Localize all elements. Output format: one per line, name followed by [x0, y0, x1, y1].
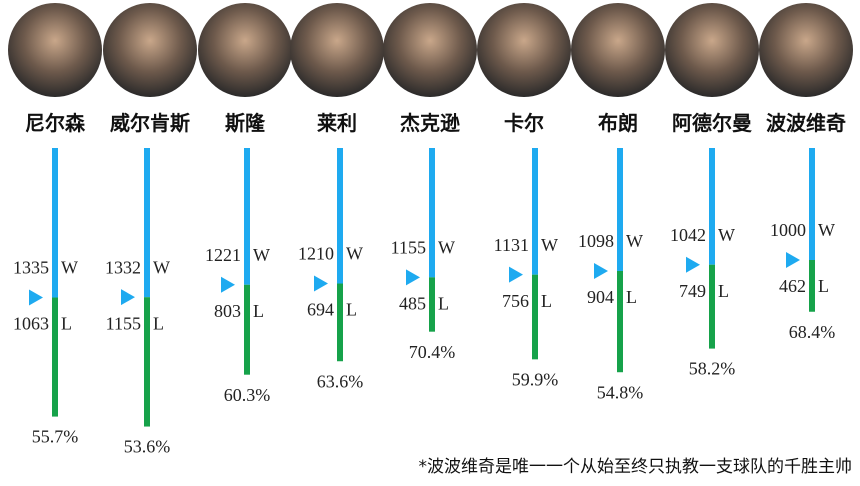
win-value: 1042	[670, 225, 706, 245]
win-value: 1210	[298, 244, 334, 264]
pivot-marker	[406, 269, 420, 285]
coach-name: 威尔肯斯	[110, 111, 190, 135]
loss-letter: L	[61, 314, 72, 334]
win-letter: W	[626, 231, 643, 251]
loss-value: 694	[307, 300, 334, 320]
pivot-marker	[594, 263, 608, 279]
win-letter: W	[541, 235, 558, 255]
win-rate: 63.6%	[317, 371, 364, 391]
win-letter: W	[346, 244, 363, 264]
coach-photo	[8, 3, 102, 97]
win-value: 1221	[205, 245, 241, 265]
loss-value: 485	[399, 293, 426, 313]
win-letter: W	[438, 237, 455, 257]
pivot-marker	[509, 267, 523, 283]
loss-value: 904	[587, 287, 614, 307]
coach-photo	[103, 3, 197, 97]
loss-value: 756	[502, 291, 529, 311]
chart: *波波维奇是唯一一个从始至终只执教一支球队的千胜主帅 尼尔森 1335 W 1063 L…	[0, 0, 860, 486]
coach-name: 阿德尔曼	[672, 111, 752, 135]
coach-name: 莱利	[317, 111, 357, 135]
loss-letter: L	[718, 281, 729, 301]
coach-photo	[477, 3, 571, 97]
win-letter: W	[818, 220, 835, 240]
win-value: 1332	[105, 257, 141, 277]
loss-value: 803	[214, 301, 241, 321]
footnote: *波波维奇是唯一一个从始至终只执教一支球队的千胜主帅	[419, 457, 853, 477]
loss-value: 1155	[106, 313, 141, 333]
win-rate: 70.4%	[409, 342, 456, 362]
pivot-marker	[29, 290, 43, 306]
win-bar	[809, 148, 815, 260]
win-bar	[244, 148, 250, 285]
loss-letter: L	[818, 276, 829, 296]
loss-bar	[337, 284, 343, 362]
win-value: 1335	[13, 258, 49, 278]
win-rate: 53.6%	[124, 437, 171, 457]
win-value: 1098	[578, 231, 614, 251]
win-bar	[429, 148, 435, 277]
coach-photo	[571, 3, 665, 97]
loss-letter: L	[253, 301, 264, 321]
loss-value: 462	[779, 276, 806, 296]
win-letter: W	[61, 258, 78, 278]
win-rate: 58.2%	[689, 359, 736, 379]
win-rate: 55.7%	[32, 427, 79, 447]
win-letter: W	[253, 245, 270, 265]
loss-bar	[52, 298, 58, 417]
win-bar	[52, 148, 58, 298]
win-rate: 68.4%	[789, 322, 836, 342]
coach-name: 卡尔	[504, 111, 544, 135]
win-bar	[337, 148, 343, 284]
win-bar	[709, 148, 715, 265]
loss-bar	[144, 297, 150, 426]
win-rate: 60.3%	[224, 385, 271, 405]
win-bar	[617, 148, 623, 271]
win-rate: 59.9%	[512, 369, 559, 389]
coach-photo	[198, 3, 292, 97]
win-value: 1155	[391, 237, 426, 257]
coach-name: 尼尔森	[25, 111, 86, 135]
loss-bar	[244, 285, 250, 375]
coach-name: 杰克逊	[400, 111, 460, 135]
loss-bar	[709, 265, 715, 349]
coach-name: 波波维奇	[766, 111, 846, 135]
win-letter: W	[718, 225, 735, 245]
loss-value: 749	[679, 281, 706, 301]
loss-bar	[532, 275, 538, 360]
coach-photo	[383, 3, 477, 97]
loss-bar	[809, 260, 815, 312]
loss-letter: L	[438, 293, 449, 313]
loss-letter: L	[346, 300, 357, 320]
coach-photo	[290, 3, 384, 97]
loss-letter: L	[626, 287, 637, 307]
coach-photo	[665, 3, 759, 97]
win-value: 1131	[494, 235, 529, 255]
loss-letter: L	[153, 313, 164, 333]
coach-name: 布朗	[598, 111, 638, 135]
win-rate: 54.8%	[597, 382, 644, 402]
loss-bar	[617, 271, 623, 372]
win-bar	[144, 148, 150, 297]
coach-name: 斯隆	[225, 111, 266, 135]
loss-letter: L	[541, 291, 552, 311]
win-value: 1000	[770, 220, 806, 240]
pivot-marker	[786, 252, 800, 268]
pivot-marker	[221, 277, 235, 293]
pivot-marker	[314, 276, 328, 292]
win-bar	[532, 148, 538, 275]
win-letter: W	[153, 257, 170, 277]
pivot-marker	[121, 289, 135, 305]
loss-value: 1063	[13, 314, 49, 334]
pivot-marker	[686, 257, 700, 273]
loss-bar	[429, 277, 435, 331]
coach-photo	[759, 3, 853, 97]
